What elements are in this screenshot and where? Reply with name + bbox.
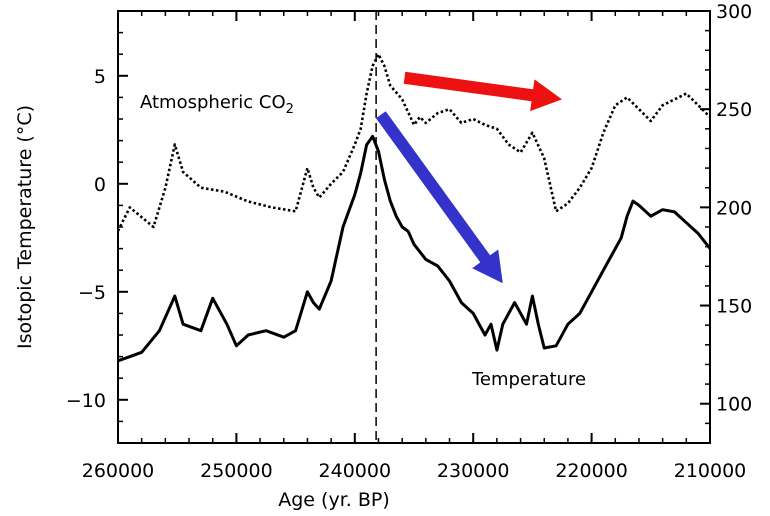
- x-tick-label: 240000: [319, 460, 392, 482]
- annotation-arrows: [376, 71, 562, 284]
- co2-label-subscript: 2: [286, 102, 294, 117]
- x-tick-label: 260000: [82, 460, 155, 482]
- red-arrow: [403, 71, 562, 112]
- axis-ticks: [117, 10, 711, 444]
- x-axis-title: Age (yr. BP): [278, 489, 390, 511]
- y-tick-label: 0: [94, 174, 106, 196]
- co2-series-line: [118, 52, 710, 232]
- x-tick-label: 250000: [200, 460, 273, 482]
- y2-tick-label: 150: [716, 296, 752, 318]
- temperature-series-line: [118, 134, 710, 363]
- y2-tick-label: 300: [716, 1, 752, 23]
- y-axis-title: Isotopic Temperature (°C): [14, 105, 36, 349]
- y2-tick-label: 250: [716, 99, 752, 121]
- y-tick-label: −5: [78, 282, 106, 304]
- blue-arrow: [376, 111, 503, 284]
- co2-series-label: Atmospheric CO2: [140, 92, 294, 117]
- plot-content: [118, 11, 710, 443]
- y2-tick-label: 100: [716, 394, 752, 416]
- y-tick-label: 5: [94, 66, 106, 88]
- y-tick-label: −10: [66, 390, 106, 412]
- co2-label-text: Atmospheric CO: [140, 92, 286, 113]
- x-tick-label: 220000: [555, 460, 628, 482]
- x-tick-label: 230000: [437, 460, 510, 482]
- tick-labels: 260000 250000 240000 230000 220000 210000 5 0 −5…: [66, 1, 752, 482]
- temperature-series-label: Temperature: [471, 369, 586, 390]
- y2-tick-label: 200: [716, 197, 752, 219]
- x-tick-label: 210000: [674, 460, 747, 482]
